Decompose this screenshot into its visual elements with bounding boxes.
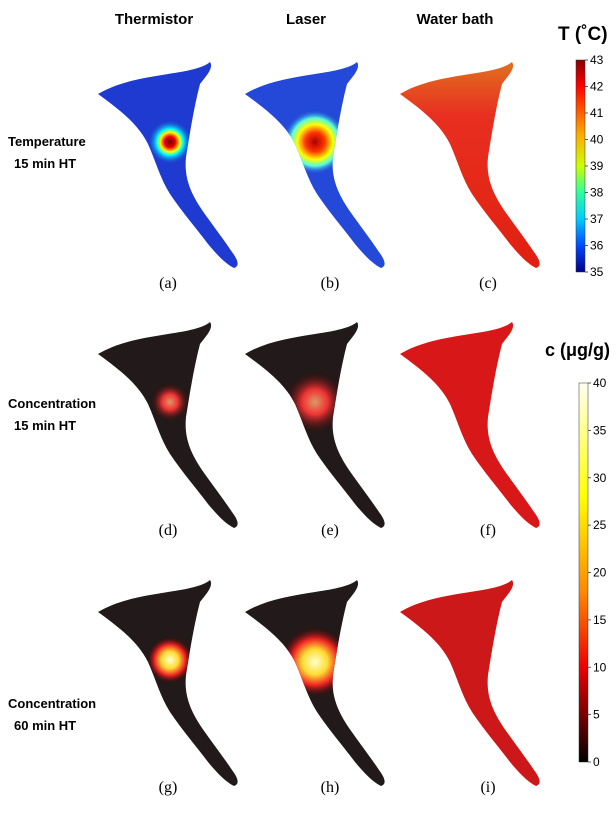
panel-label: (a) xyxy=(159,275,177,292)
concentration-colorbar xyxy=(579,383,588,762)
panel-a xyxy=(98,62,238,268)
panel-label: (f) xyxy=(480,522,496,539)
panel-i xyxy=(400,580,540,786)
colorbar-tick-label: 40 xyxy=(590,133,604,147)
colorbar-tick-label: 35 xyxy=(593,423,607,437)
panel-label: (e) xyxy=(321,522,339,539)
panel-f xyxy=(400,322,540,528)
colorbar-title: c (μg/g) xyxy=(545,340,610,360)
column-header: Water bath xyxy=(417,11,494,28)
colorbar-tick-label: 10 xyxy=(593,660,607,674)
colorbar-tick-label: 37 xyxy=(590,212,604,226)
column-header: Laser xyxy=(286,11,326,28)
colorbar-tick-label: 20 xyxy=(593,566,607,580)
panel-label: (i) xyxy=(480,779,495,796)
panel-e xyxy=(245,322,385,528)
colorbar-tick-label: 15 xyxy=(593,613,607,627)
panel-label: (c) xyxy=(479,275,497,292)
row-label: Concentration xyxy=(8,696,96,711)
colorbar-tick-label: 25 xyxy=(593,518,607,532)
row-label: 15 min HT xyxy=(14,418,76,433)
colorbar-tick-label: 35 xyxy=(590,265,604,279)
panel-g xyxy=(98,580,238,786)
colorbar-tick-label: 36 xyxy=(590,239,604,253)
colorbar-tick-label: 0 xyxy=(593,755,600,769)
figure: Thermistor Laser Water bath Temperature … xyxy=(0,0,616,822)
panel-b xyxy=(245,62,385,268)
panel-c xyxy=(400,62,540,268)
row-label: Concentration xyxy=(8,396,96,411)
row-label: 60 min HT xyxy=(14,718,76,733)
colorbar-tick-label: 43 xyxy=(590,53,604,67)
temperature-colorbar xyxy=(576,60,585,272)
colorbar-title: T (˚C) xyxy=(558,24,608,45)
panels xyxy=(98,62,540,786)
colorbar-tick-label: 40 xyxy=(593,376,607,390)
panel-h xyxy=(245,580,385,786)
colorbar-tick-label: 42 xyxy=(590,80,604,94)
panel-d xyxy=(98,322,238,528)
panel-label: (b) xyxy=(321,275,340,292)
row-label: 15 min HT xyxy=(14,156,76,171)
panel-label: (h) xyxy=(321,779,340,796)
colorbar-tick-label: 30 xyxy=(593,471,607,485)
column-header: Thermistor xyxy=(115,11,194,28)
panel-label: (d) xyxy=(159,522,178,539)
colorbar-tick-label: 38 xyxy=(590,186,604,200)
panel-label: (g) xyxy=(159,779,178,796)
colorbar-tick-label: 5 xyxy=(593,708,600,722)
row-label: Temperature xyxy=(8,134,86,149)
colorbar-tick-label: 41 xyxy=(590,106,604,120)
colorbar-tick-label: 39 xyxy=(590,159,604,173)
